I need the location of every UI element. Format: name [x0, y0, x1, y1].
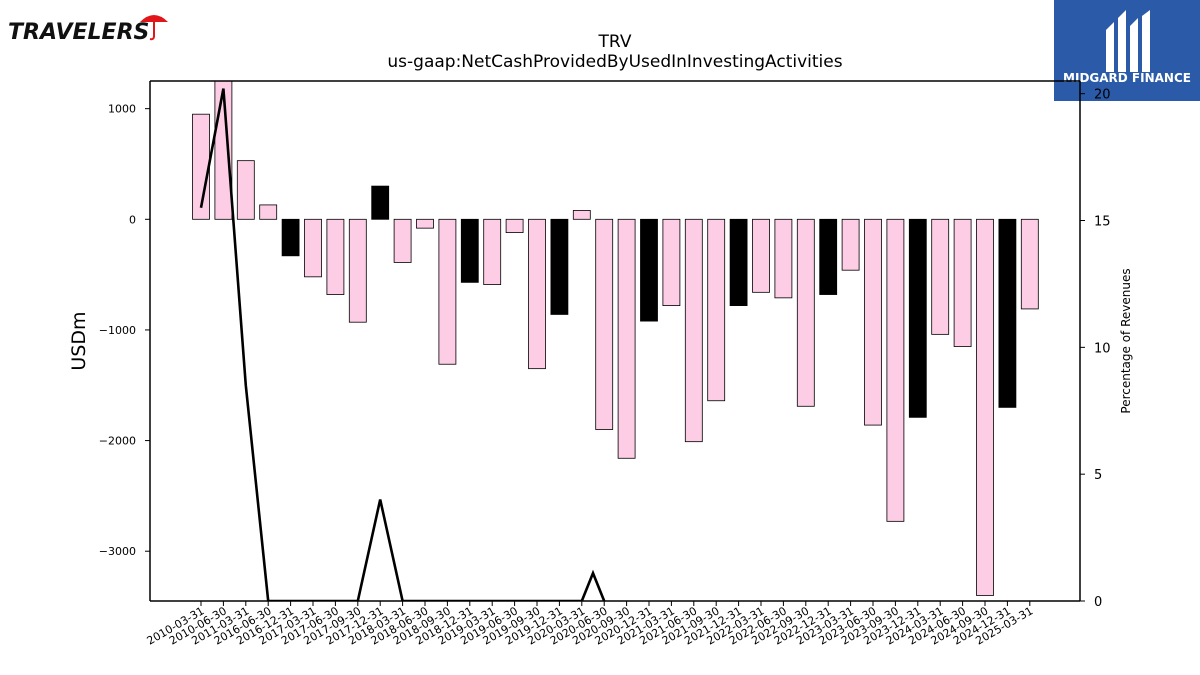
- y-tick-label: 0: [129, 213, 136, 226]
- bar-2018-03-31: [393, 218, 412, 263]
- bar-2016-12-31: [281, 218, 300, 257]
- bar-2018-06-30: [416, 218, 434, 229]
- bar-2023-12-31: [908, 218, 927, 418]
- y-tick-label: −1000: [99, 324, 136, 337]
- y2-tick-label: 5: [1094, 468, 1102, 483]
- bar-2024-12-31: [998, 218, 1017, 408]
- midgard-finance-logo: MIDGARD FINANCE: [1054, 0, 1200, 101]
- bar-2017-03-31: [304, 218, 322, 278]
- bar-2022-06-30: [774, 218, 793, 299]
- bar-2024-06-30: [953, 218, 972, 347]
- bar-2022-09-30: [796, 218, 815, 407]
- svg-text:MIDGARD FINANCE: MIDGARD FINANCE: [1063, 71, 1191, 85]
- y-axis-label: USDm: [68, 311, 90, 370]
- bar-2019-06-30: [505, 218, 524, 233]
- bar-2023-06-30: [864, 218, 882, 426]
- bar-2020-03-31: [572, 210, 591, 220]
- bar-2023-09-30: [886, 218, 905, 522]
- bar-2019-09-30: [528, 218, 546, 370]
- y2-tick-label: 0: [1094, 595, 1102, 610]
- bar-2021-06-30: [684, 218, 703, 443]
- bar-2019-12-31: [550, 218, 569, 315]
- bar-2020-12-31: [640, 218, 658, 322]
- bar-2022-03-31: [752, 218, 770, 293]
- percentage-line: [199, 88, 606, 601]
- y2-tick-label: 20: [1094, 88, 1111, 103]
- bar-2023-03-31: [841, 218, 860, 271]
- y2-axis-label: Percentage of Revenues: [1119, 268, 1133, 413]
- bar-2022-12-31: [819, 218, 838, 295]
- bar-2018-09-30: [438, 218, 457, 365]
- bar-2016-06-30: [259, 204, 278, 220]
- y-tick-label: 1000: [108, 103, 136, 116]
- bar-2021-03-31: [662, 218, 681, 306]
- bar-2017-12-31: [371, 185, 390, 220]
- bar-2018-12-31: [460, 218, 479, 283]
- bar-2024-09-30: [976, 218, 994, 596]
- bar-2025-03-31: [1020, 218, 1039, 310]
- bar-2017-06-30: [326, 218, 345, 295]
- umbrella-icon: [140, 15, 168, 22]
- bar-2019-03-31: [483, 218, 502, 285]
- y-tick-label: −3000: [99, 545, 136, 558]
- bar-2011-03-31: [236, 160, 255, 220]
- bar-2021-12-31: [729, 218, 748, 306]
- svg-text:TRAVELERS: TRAVELERS: [8, 20, 149, 45]
- y2-tick-label: 15: [1094, 215, 1111, 230]
- y2-tick-label: 10: [1094, 341, 1111, 356]
- bar-2017-09-30: [348, 218, 367, 323]
- chart-title: TRV: [598, 32, 632, 52]
- bar-2020-06-30: [595, 218, 614, 430]
- bar-2020-09-30: [617, 218, 636, 459]
- bar-2024-03-31: [931, 218, 950, 335]
- bar-2021-09-30: [707, 218, 726, 402]
- y-tick-label: −2000: [99, 435, 136, 448]
- travelers-logo: TRAVELERS: [8, 15, 168, 45]
- chart-subtitle: us-gaap:NetCashProvidedByUsedInInvesting…: [387, 52, 843, 72]
